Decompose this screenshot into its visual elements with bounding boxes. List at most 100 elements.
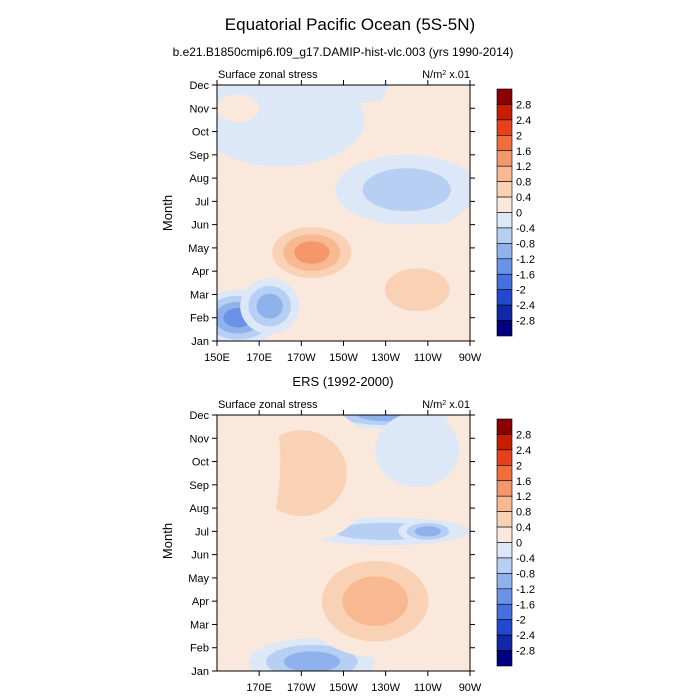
colorbar-label: -1.2 [516, 584, 535, 596]
contour-level [256, 293, 283, 319]
contour-field [217, 415, 470, 671]
contour-level [217, 94, 260, 123]
y-tick-label: Jun [191, 550, 209, 562]
x-tick-label: 150E [204, 352, 230, 364]
panel-observed-left-label: Surface zonal stress [218, 399, 318, 411]
colorbar-label: 0.4 [516, 522, 531, 534]
colorbar-label: 2 [516, 130, 522, 142]
y-tick-label: Feb [190, 643, 209, 655]
panel-model-units-label: N/m2 x.01 [422, 69, 470, 81]
colorbar-label: 2.4 [516, 445, 531, 457]
y-tick-label: Sep [189, 480, 209, 492]
colorbar-observed: 2.8 2.4 2 1.6 1.2 0.8 0.4 0 -0.4 -0.8 -1.2 -1.6 -2 -2… [496, 418, 535, 667]
colorbar-swatch [496, 304, 513, 321]
colorbar-label: -0.4 [516, 553, 535, 565]
colorbar-label: -0.4 [516, 223, 535, 235]
y-tick-label: Oct [192, 457, 209, 469]
y-tick-label: Aug [189, 173, 209, 185]
contour-level [294, 241, 330, 264]
colorbar-model: 2.8 2.4 2 1.6 1.2 0.8 0.4 0 -0.4 -0.8 -1.2 -1.6 -2 -2… [496, 88, 535, 337]
x-tick-label: 90W [459, 682, 482, 694]
y-tick-label: Mar [190, 619, 209, 631]
colorbar-swatch [496, 273, 513, 290]
y-tick-label: Jan [191, 336, 209, 348]
panel-model-left-label: Surface zonal stress [218, 69, 318, 81]
x-tick-label: 90W [459, 352, 482, 364]
colorbar-swatch [496, 320, 513, 337]
colorbar-swatch [496, 119, 513, 136]
x-tick-label: 110W [414, 352, 443, 364]
colorbar-swatch [496, 104, 513, 121]
colorbar-swatch [496, 511, 513, 528]
y-tick-label: Apr [192, 596, 209, 608]
colorbar-swatch [496, 480, 513, 497]
colorbar-label: -1.6 [516, 269, 535, 281]
panel-observed-units-label: N/m2 x.01 [422, 399, 470, 411]
colorbar-swatch [496, 526, 513, 543]
colorbar-swatch [496, 650, 513, 667]
colorbar-label: -2 [516, 285, 526, 297]
colorbar-swatch [496, 150, 513, 167]
contour-level [283, 651, 340, 671]
x-tick-label: 130W [371, 682, 400, 694]
y-tick-label: Mar [190, 289, 209, 301]
x-tick-label: 150W [329, 682, 358, 694]
colorbar-swatch [496, 258, 513, 275]
colorbar-label: 0.8 [516, 507, 531, 519]
panel-observed-ylabel: Month [160, 523, 175, 559]
contour-level [362, 168, 451, 212]
contour-level [375, 415, 460, 488]
y-tick-label: Nov [189, 103, 209, 115]
y-tick-label: May [188, 573, 209, 585]
x-tick-label: 110W [414, 682, 443, 694]
y-tick-label: Feb [190, 313, 209, 325]
colorbar-swatch [496, 588, 513, 605]
colorbar-label: -0.8 [516, 568, 535, 580]
contour-level [280, 85, 407, 104]
colorbar-label: 1.6 [516, 476, 531, 488]
colorbar-swatch [496, 196, 513, 213]
colorbar-swatch [496, 181, 513, 198]
y-tick-label: Aug [189, 503, 209, 515]
colorbar-swatch [496, 557, 513, 574]
colorbar-swatch [496, 495, 513, 512]
colorbar-swatch [496, 434, 513, 451]
x-tick-label: 170E [246, 352, 272, 364]
y-tick-label: Jul [195, 196, 209, 208]
colorbar-label: -2.4 [516, 300, 535, 312]
colorbar-swatch [496, 165, 513, 182]
panel-observed-plot: Jan Feb Mar Apr May Jun Jul Aug Sep Oct Nov Dec 170E… [188, 410, 482, 694]
colorbar-label: 2.8 [516, 429, 531, 441]
contour-level [342, 576, 408, 627]
colorbar-swatch [496, 619, 513, 636]
colorbar-label: -2.4 [516, 630, 535, 642]
colorbar-label: -2 [516, 615, 526, 627]
y-tick-label: Nov [189, 433, 209, 445]
colorbar-swatch [496, 243, 513, 260]
colorbar-label: 0.8 [516, 177, 531, 189]
colorbar-swatch [496, 573, 513, 590]
panel-observed: Surface zonal stress N/m2 x.01 Month Jan… [160, 399, 482, 694]
x-tick-label: 170W [287, 682, 316, 694]
colorbar-label: -2.8 [516, 646, 535, 658]
colorbar-label: -1.6 [516, 599, 535, 611]
colorbar-label: 0.4 [516, 192, 531, 204]
colorbar-label: 2.4 [516, 115, 531, 127]
x-tick-label: 150W [329, 352, 358, 364]
panel-model-ylabel: Month [160, 195, 175, 231]
colorbar-swatch [496, 603, 513, 620]
contour-level [384, 268, 450, 312]
colorbar-label: 2.8 [516, 99, 531, 111]
colorbar-label: 0 [516, 208, 522, 220]
x-tick-label: 130W [371, 352, 400, 364]
contour-level [381, 85, 470, 155]
colorbar-label: -1.2 [516, 254, 535, 266]
colorbar-label: 1.2 [516, 161, 531, 173]
y-tick-label: Jan [191, 666, 209, 678]
y-tick-label: Sep [189, 150, 209, 162]
y-tick-label: Jul [195, 526, 209, 538]
contour-field [217, 85, 470, 341]
y-tick-label: May [188, 243, 209, 255]
y-tick-label: Dec [189, 410, 209, 422]
